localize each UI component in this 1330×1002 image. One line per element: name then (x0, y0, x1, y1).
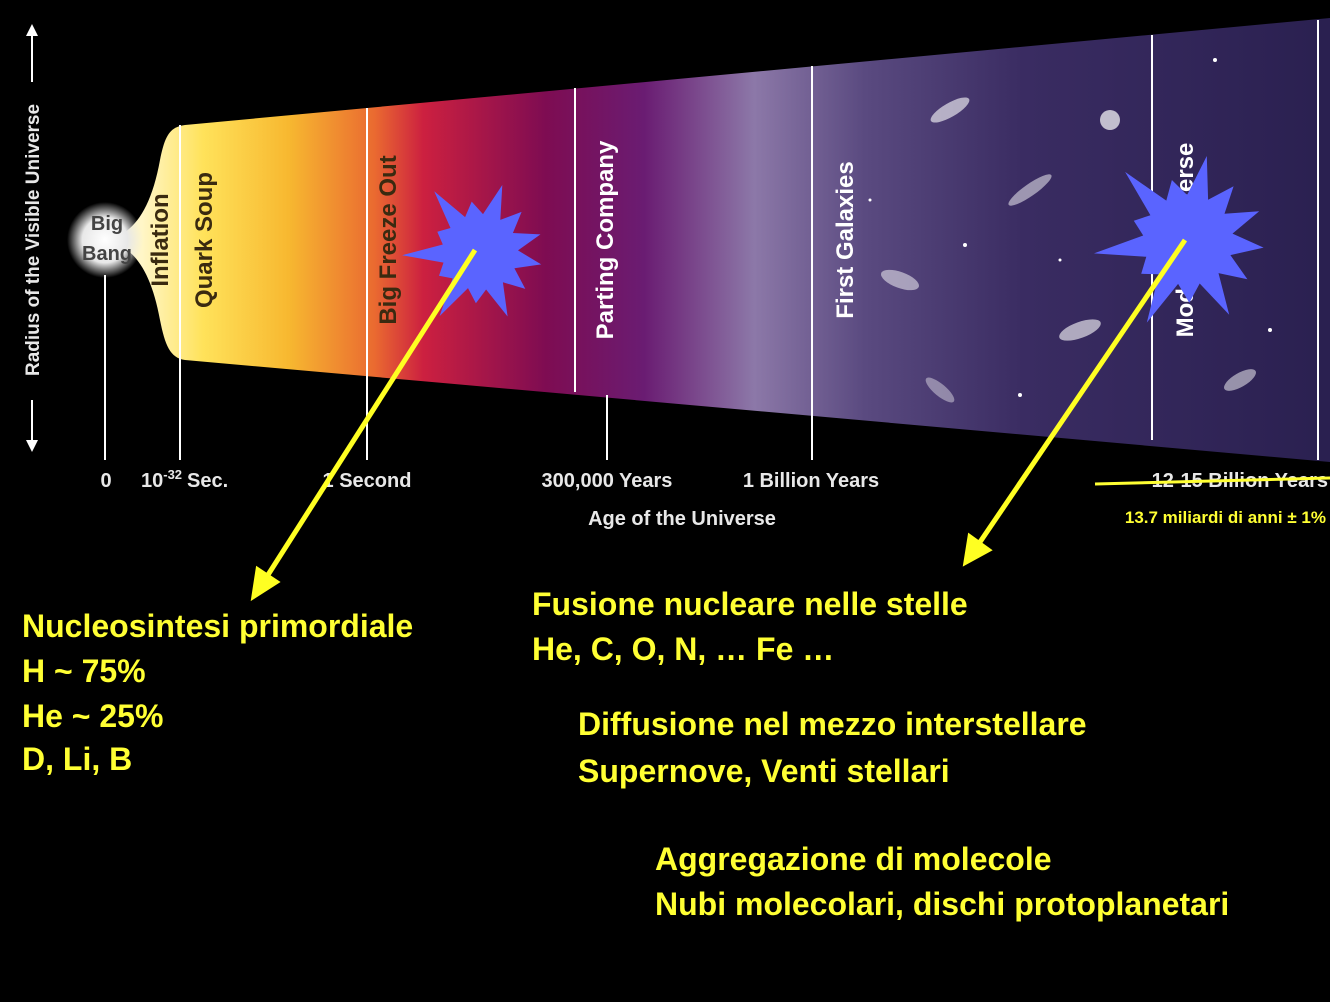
note: Fusione nucleare nelle stelle (532, 586, 968, 622)
note: D, Li, B (22, 741, 132, 777)
era-label: Quark Soup (191, 172, 218, 308)
time-tick: 1 Billion Years (743, 470, 879, 492)
note: Aggregazione di molecole (655, 841, 1052, 877)
era-label: Big Freeze Out (375, 155, 402, 324)
note: Nucleosintesi primordiale (22, 608, 413, 644)
note: Supernove, Venti stellari (578, 753, 950, 789)
note: Diffusione nel mezzo interstellare (578, 706, 1087, 742)
note: H ~ 75% (22, 653, 146, 689)
era-label: Parting Company (592, 140, 619, 339)
big-bang-label: Bang (82, 243, 132, 265)
tick-unit: Sec. (187, 470, 228, 492)
time-tick: 0 (100, 470, 111, 492)
era-label: Inflation (147, 193, 174, 286)
tick-base: 10 (141, 470, 163, 492)
era-label: First Galaxies (832, 161, 859, 318)
time-tick: 1 Second (323, 470, 412, 492)
note: He ~ 25% (22, 698, 163, 734)
axis-label: Radius of the Visible Universe (23, 104, 44, 376)
time-tick: 300,000 Years (542, 470, 673, 492)
note: He, C, O, N, … Fe … (532, 631, 834, 667)
new-age: 13.7 miliardi di anni ± 1% (1125, 508, 1326, 527)
x-axis-label: Age of the Universe (588, 508, 776, 530)
tick-exponent: -32 (163, 467, 182, 482)
slide: Big Bang Inflation Quark Soup Big Freeze… (0, 0, 1330, 1002)
note: Nubi molecolari, dischi protoplanetari (655, 886, 1229, 922)
big-bang-label: Big (91, 213, 123, 235)
